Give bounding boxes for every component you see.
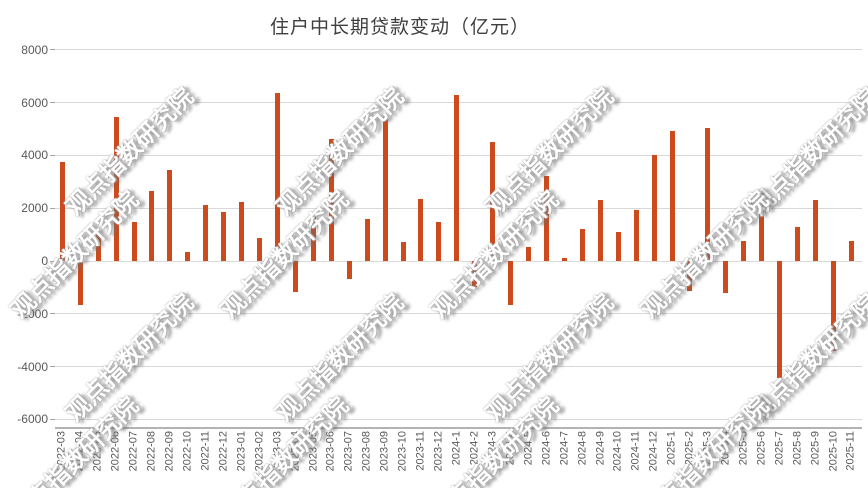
bar-2022-11 bbox=[203, 205, 209, 261]
y-axis-tick bbox=[50, 313, 55, 315]
bar-2023-05 bbox=[310, 216, 316, 261]
y-axis-label: 0 bbox=[41, 254, 48, 268]
y-axis-tick bbox=[50, 154, 55, 156]
gridline bbox=[55, 260, 862, 262]
bar-2023-03 bbox=[275, 93, 280, 261]
y-axis-label: -4000 bbox=[17, 359, 48, 374]
y-axis-tick bbox=[50, 418, 55, 420]
x-axis-label-text: 2023-09 bbox=[378, 431, 391, 472]
bar-2025-2 bbox=[687, 261, 693, 292]
y-axis-tick bbox=[50, 366, 55, 368]
x-axis-label-text: 2022-10 bbox=[181, 431, 194, 472]
y-axis-label: -6000 bbox=[17, 412, 48, 427]
y-axis-tick bbox=[50, 102, 55, 104]
bar-2024-9 bbox=[597, 200, 603, 261]
x-axis-label-text: 2024-11 bbox=[629, 431, 642, 471]
bar-2025-7 bbox=[777, 261, 783, 379]
bar-2023-12 bbox=[436, 222, 442, 261]
bar-2025-4 bbox=[723, 261, 729, 294]
x-axis-label-text: 2022-08 bbox=[145, 431, 158, 472]
x-axis-label-text: 2024-9 bbox=[593, 431, 606, 466]
x-axis-label-text: 2025-9 bbox=[809, 431, 822, 466]
x-axis-label-text: 2023-11 bbox=[414, 431, 427, 471]
bar-2023-06 bbox=[328, 138, 334, 261]
bar-2022-05 bbox=[95, 233, 101, 261]
x-axis-label-text: 2024-10 bbox=[611, 431, 624, 472]
bar-2024-8 bbox=[579, 229, 585, 261]
bar-2024-6 bbox=[544, 176, 550, 261]
x-axis-label-text: 2024-6 bbox=[540, 431, 553, 466]
bar-2023-09 bbox=[382, 116, 388, 261]
bar-2024-11 bbox=[633, 209, 639, 261]
y-axis-tick bbox=[50, 49, 55, 51]
x-axis-label-text: 2025-6 bbox=[755, 431, 768, 466]
bar-2022-07 bbox=[131, 221, 137, 261]
y-axis-label: -2000 bbox=[17, 306, 48, 321]
x-axis-label-text: 2024-1 bbox=[450, 431, 463, 466]
bar-2022-03 bbox=[59, 162, 65, 261]
x-axis-label-text: 2024-7 bbox=[557, 431, 570, 466]
y-axis-label: 2000 bbox=[21, 201, 48, 216]
bar-2025-10 bbox=[830, 261, 836, 351]
x-axis-label-text: 2023-08 bbox=[360, 431, 373, 472]
gridline bbox=[55, 418, 862, 420]
bar-2024-3 bbox=[490, 141, 496, 261]
bar-2023-11 bbox=[418, 199, 424, 261]
y-axis-tick bbox=[50, 260, 55, 262]
x-axis-label-text: 2022-09 bbox=[163, 431, 176, 472]
x-axis-label-text: 2025-10 bbox=[826, 431, 839, 472]
x-axis-label-text: 2022-11 bbox=[199, 431, 212, 471]
x-axis-label-text: 2023-12 bbox=[432, 431, 445, 472]
bar-2023-02 bbox=[257, 238, 263, 261]
bar-2022-09 bbox=[167, 169, 173, 261]
y-axis-tick bbox=[50, 207, 55, 209]
bar-2024-1 bbox=[454, 95, 460, 261]
bar-2022-08 bbox=[149, 190, 155, 261]
bar-2025-1 bbox=[669, 130, 675, 261]
x-axis-label-text: 2024-8 bbox=[575, 431, 588, 466]
bar-2023-01 bbox=[239, 202, 245, 261]
bar-2022-06 bbox=[113, 117, 119, 261]
bar-2024-7 bbox=[561, 258, 567, 261]
bar-2024-10 bbox=[615, 231, 621, 261]
bar-2022-10 bbox=[185, 252, 191, 261]
bar-2024-5 bbox=[526, 247, 532, 261]
x-axis-label-text: 2025-11 bbox=[844, 431, 857, 471]
bar-2025-5 bbox=[741, 241, 747, 261]
x-axis-label-text: 2022-12 bbox=[217, 431, 230, 472]
bar-2025-11 bbox=[848, 241, 854, 261]
gridline bbox=[55, 49, 862, 51]
x-axis-label-text: 2023-07 bbox=[342, 431, 355, 472]
y-axis-label: 4000 bbox=[21, 148, 48, 163]
bar-2023-04 bbox=[292, 261, 298, 292]
bar-2022-04 bbox=[77, 261, 83, 305]
bar-2025-9 bbox=[813, 200, 819, 261]
x-axis-line bbox=[55, 427, 862, 429]
bar-2023-08 bbox=[364, 218, 370, 261]
bar-2022-12 bbox=[221, 211, 227, 261]
bar-2023-07 bbox=[346, 261, 352, 279]
x-axis-label-text: 2023-01 bbox=[235, 431, 248, 472]
gridline bbox=[55, 313, 862, 315]
bar-2023-10 bbox=[400, 242, 406, 261]
chart-title: 住户中长期贷款变动（亿元） bbox=[269, 17, 530, 38]
x-axis-label-text: 2024-12 bbox=[647, 431, 660, 472]
x-axis-label-text: 2025-7 bbox=[773, 431, 786, 466]
y-axis-label: 6000 bbox=[21, 95, 48, 110]
x-axis-label-text: 2023-10 bbox=[396, 431, 409, 472]
bar-2024-12 bbox=[651, 155, 657, 261]
bar-2024-4 bbox=[508, 261, 514, 305]
bar-2025-6 bbox=[759, 192, 765, 261]
bar-2025-8 bbox=[795, 226, 801, 261]
bar-2025-3 bbox=[705, 127, 711, 261]
x-axis-label-text: 2025-8 bbox=[791, 431, 804, 466]
bar-2024-2 bbox=[472, 261, 478, 289]
y-axis-label: 8000 bbox=[21, 42, 48, 57]
x-axis-label-text: 2022-07 bbox=[127, 431, 140, 472]
gridline bbox=[55, 366, 862, 368]
